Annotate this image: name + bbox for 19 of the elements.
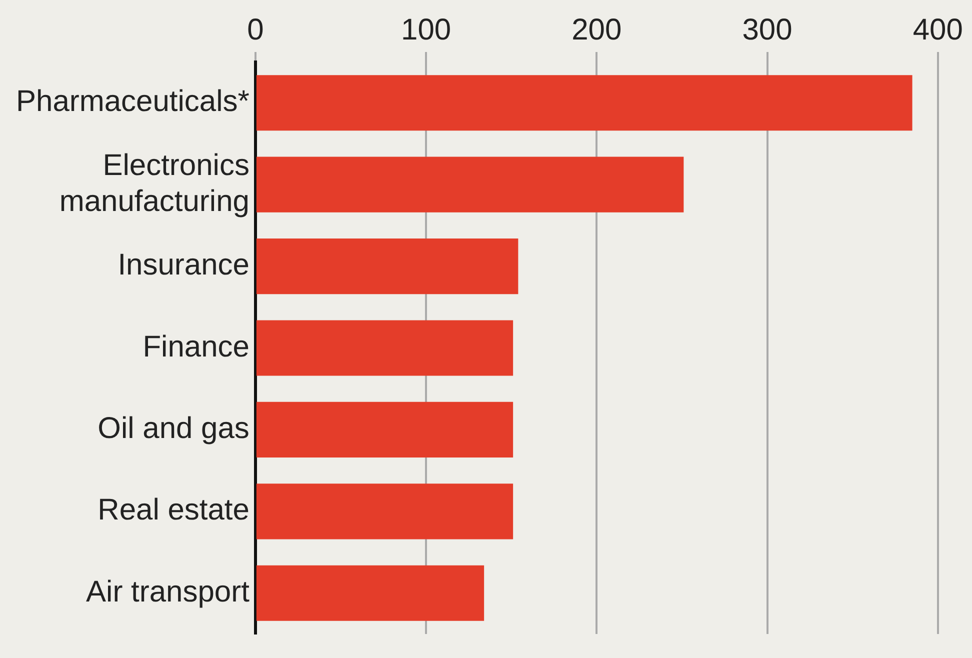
x-tick-label: 400 — [912, 13, 963, 46]
x-tick-label: 0 — [247, 13, 264, 46]
bar — [256, 75, 912, 131]
x-tick-label: 100 — [401, 13, 452, 46]
x-tick-label: 200 — [572, 13, 622, 46]
y-tick-label: Real estate — [98, 494, 250, 527]
bar — [256, 484, 514, 540]
y-tick-label: Pharmaceuticals* — [16, 85, 250, 118]
bar — [256, 565, 484, 621]
bar — [256, 402, 514, 458]
y-tick-label: Electronics manufacturing — [59, 148, 250, 218]
bar — [256, 238, 518, 294]
y-tick-label: Insurance — [118, 248, 250, 282]
bar — [256, 156, 684, 212]
y-tick-label: Air transport — [86, 575, 250, 608]
y-tick-label: Oil and gas — [98, 412, 250, 445]
x-tick-label: 300 — [742, 13, 792, 46]
bar — [256, 320, 514, 376]
y-tick-label: Finance — [142, 330, 250, 364]
